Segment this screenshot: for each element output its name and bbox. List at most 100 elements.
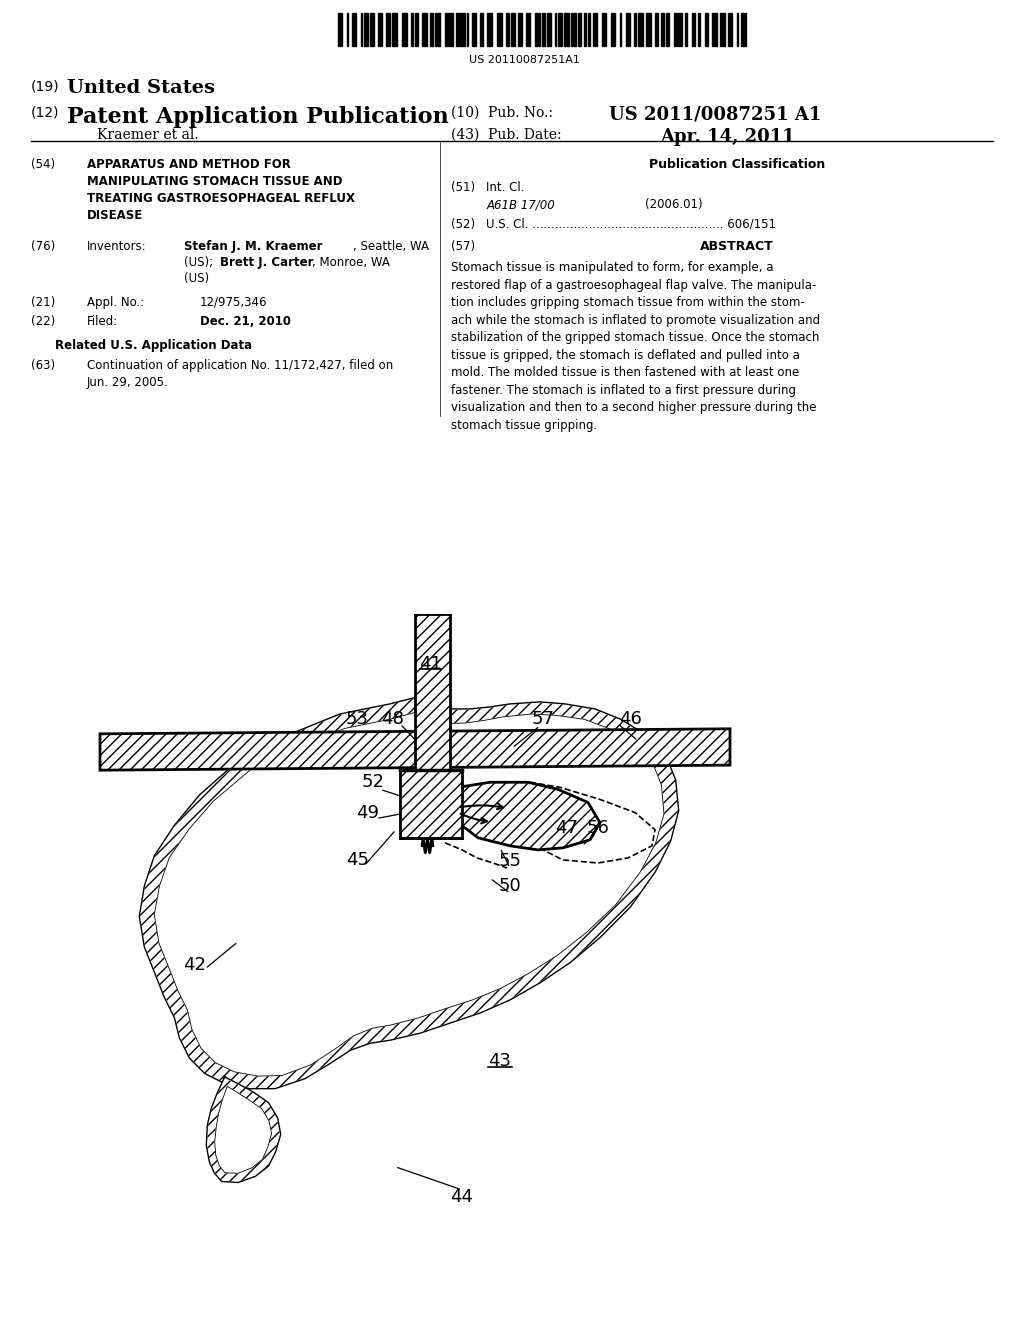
Text: U.S. Cl. ................................................... 606/151: U.S. Cl. ...............................… (486, 218, 776, 231)
Bar (472, 13, 476, 46)
Bar (467, 13, 469, 46)
Text: Appl. No.:: Appl. No.: (87, 296, 144, 309)
Bar (620, 13, 622, 46)
Bar (364, 13, 368, 46)
Text: 53: 53 (345, 710, 369, 727)
Text: Filed:: Filed: (87, 315, 119, 329)
Text: Inventors:: Inventors: (87, 240, 146, 253)
Bar (430, 13, 433, 46)
Polygon shape (207, 1078, 280, 1181)
Bar (346, 13, 348, 46)
Bar (518, 13, 521, 46)
Text: Apr. 14, 2011: Apr. 14, 2011 (660, 128, 796, 147)
Bar (697, 13, 700, 46)
Text: (54): (54) (31, 158, 55, 172)
Bar (667, 13, 669, 46)
Text: (19): (19) (31, 79, 59, 94)
Bar (547, 13, 551, 46)
Text: 48: 48 (382, 710, 404, 727)
Bar (498, 13, 502, 46)
Bar (542, 13, 546, 46)
Text: Dec. 21, 2010: Dec. 21, 2010 (200, 315, 291, 329)
Bar (721, 13, 725, 46)
Bar (536, 13, 540, 46)
Text: , Monroe, WA: , Monroe, WA (312, 256, 390, 269)
Bar (480, 13, 482, 46)
Text: 43: 43 (488, 1052, 512, 1069)
Text: (57): (57) (451, 240, 475, 253)
Bar (360, 13, 362, 46)
Text: (2006.01): (2006.01) (645, 198, 702, 211)
Bar (579, 13, 582, 46)
Bar (655, 13, 658, 46)
Bar (660, 13, 664, 46)
Bar (674, 13, 677, 46)
Text: 50: 50 (499, 878, 521, 895)
Bar (584, 13, 586, 46)
Bar (386, 13, 390, 46)
Bar (378, 13, 382, 46)
Bar (685, 13, 687, 46)
Bar (415, 13, 418, 46)
Text: Stomach tissue is manipulated to form, for example, a
restored flap of a gastroe: Stomach tissue is manipulated to form, f… (451, 261, 819, 432)
Bar (371, 13, 374, 46)
Bar (741, 13, 745, 46)
Text: 55: 55 (499, 851, 521, 870)
Bar (487, 13, 493, 46)
Bar (456, 13, 459, 46)
Text: (10)  Pub. No.:: (10) Pub. No.: (451, 106, 561, 120)
Text: 52: 52 (361, 774, 384, 791)
Bar (423, 13, 427, 46)
Text: 47: 47 (555, 818, 579, 837)
Bar (435, 13, 440, 46)
Text: US 2011/0087251 A1: US 2011/0087251 A1 (609, 106, 821, 124)
Text: Brett J. Carter: Brett J. Carter (220, 256, 313, 269)
Text: Related U.S. Application Data: Related U.S. Application Data (55, 339, 252, 352)
Text: US 20110087251A1: US 20110087251A1 (469, 55, 580, 66)
Bar (626, 13, 630, 46)
Bar (352, 13, 355, 46)
Bar (338, 13, 342, 46)
Text: 46: 46 (618, 710, 641, 727)
Bar (392, 13, 397, 46)
Text: 45: 45 (346, 851, 370, 869)
Text: 42: 42 (183, 956, 207, 974)
Bar (611, 13, 614, 46)
Text: (63): (63) (31, 359, 55, 372)
Text: (12): (12) (31, 106, 59, 120)
Text: (43)  Pub. Date:: (43) Pub. Date: (451, 128, 561, 143)
Text: (76): (76) (31, 240, 55, 253)
Polygon shape (100, 729, 730, 770)
Text: Continuation of application No. 11/172,427, filed on
Jun. 29, 2005.: Continuation of application No. 11/172,4… (87, 359, 393, 389)
Bar (506, 13, 509, 46)
Text: Patent Application Publication: Patent Application Publication (67, 106, 449, 128)
Bar (526, 13, 530, 46)
Bar (634, 13, 637, 46)
Text: (51): (51) (451, 181, 475, 194)
Text: ABSTRACT: ABSTRACT (700, 240, 774, 253)
Bar (712, 13, 717, 46)
Text: (52): (52) (451, 218, 475, 231)
Bar (558, 13, 562, 46)
Text: Int. Cl.: Int. Cl. (486, 181, 525, 194)
Bar (638, 13, 643, 46)
Bar (728, 13, 732, 46)
Text: A61B 17/00: A61B 17/00 (486, 198, 555, 211)
Text: APPARATUS AND METHOD FOR
MANIPULATING STOMACH TISSUE AND
TREATING GASTROESOPHAGE: APPARATUS AND METHOD FOR MANIPULATING ST… (87, 158, 355, 222)
Bar (646, 13, 650, 46)
Bar (678, 13, 682, 46)
Text: (US): (US) (184, 272, 210, 285)
Bar (588, 13, 590, 46)
Text: (21): (21) (31, 296, 55, 309)
Text: 57: 57 (531, 710, 555, 727)
Polygon shape (458, 783, 600, 850)
Text: 44: 44 (451, 1188, 473, 1206)
Text: United States: United States (67, 79, 215, 98)
Polygon shape (400, 770, 462, 838)
Polygon shape (140, 694, 678, 1088)
Bar (449, 13, 454, 46)
Text: 41: 41 (419, 655, 441, 673)
Bar (706, 13, 708, 46)
Polygon shape (415, 614, 450, 805)
Bar (511, 13, 515, 46)
